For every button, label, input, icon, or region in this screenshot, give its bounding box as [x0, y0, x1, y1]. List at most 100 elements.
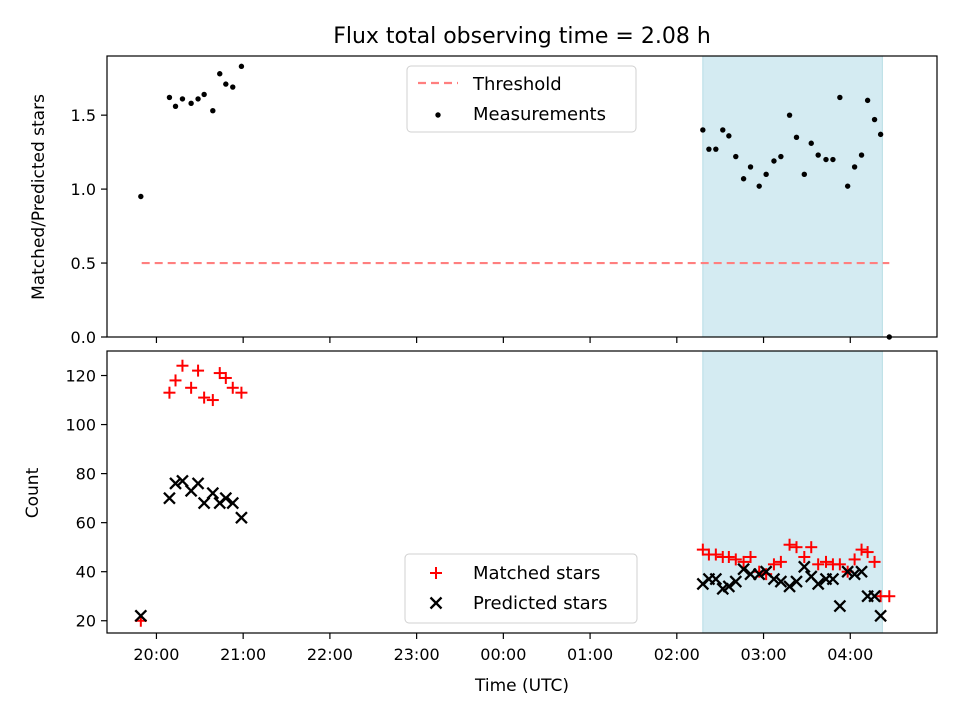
x-tick-label: 20:00: [133, 645, 179, 664]
count-x-axis-ticks: 20:00 21:00 22:00 23:00 00:00 01:00 02:00 03:00…: [133, 633, 873, 664]
ratio-legend: Threshold Measurements: [406, 65, 637, 133]
y-tick-label: 0.5: [71, 254, 96, 273]
y-tick-label: 60: [76, 514, 96, 533]
predicted-star-marker-b: [737, 562, 750, 576]
ratio-x-axis-ticks: [155, 337, 851, 343]
matched-star-marker: [744, 550, 757, 563]
chart-title: Flux total observing time = 2.08 h: [333, 24, 711, 49]
predicted-star-marker-b: [774, 575, 788, 588]
predicted-star-marker: [841, 565, 854, 579]
predicted-star-marker: [797, 560, 811, 574]
measurement-point: [706, 146, 712, 152]
predicted-star-marker: [833, 599, 847, 613]
predicted-star-marker-b: [752, 567, 766, 581]
measurement-point: [217, 71, 223, 77]
predicted-star-marker-b: [767, 572, 781, 586]
measurement-point: [733, 153, 739, 160]
measurement-point: [763, 171, 769, 178]
legend-measurements-swatch: [435, 112, 441, 118]
matched-stars-points: [134, 359, 896, 627]
legend-predicted-marker: [429, 596, 443, 610]
measurement-point: [771, 158, 777, 164]
measurement-point: [756, 183, 762, 189]
measurement-point: [747, 164, 754, 170]
measurement-point: [238, 63, 245, 70]
predicted-star-marker: [235, 511, 248, 525]
predicted-star-marker-b: [226, 496, 240, 510]
predicted-star-marker-b: [729, 575, 743, 588]
ratio-shaded-span: [702, 55, 883, 338]
matched-star-marker: [198, 391, 211, 404]
predicted-star-marker: [774, 575, 788, 588]
measurement-point: [871, 116, 878, 123]
measurement-point: [786, 112, 793, 118]
matched-star-marker: [696, 543, 709, 556]
matched-star-marker: [176, 359, 189, 372]
predicted-star-marker: [826, 572, 840, 586]
predicted-star-marker-b: [790, 575, 803, 588]
measurement-point: [740, 176, 747, 182]
predicted-star-marker: [226, 496, 240, 510]
measurement-point: [877, 131, 884, 138]
y-tick-label: 1.0: [71, 180, 96, 199]
measurement-point: [864, 97, 871, 104]
predicted-star-marker: [737, 562, 750, 576]
predicted-star-marker-b: [868, 589, 881, 603]
measurement-point: [713, 146, 719, 152]
y-tick-label: 1.5: [71, 106, 96, 125]
predicted-star-marker-b: [797, 560, 811, 574]
measurement-point: [195, 96, 201, 102]
y-tick-label: 120: [65, 367, 96, 386]
predicted-star-marker-b: [709, 572, 723, 586]
measurement-point: [830, 156, 836, 163]
predicted-star-marker: [134, 609, 148, 623]
measurement-point: [726, 133, 732, 139]
matched-star-marker: [855, 543, 868, 556]
matched-star-marker: [722, 550, 735, 563]
measurement-point: [815, 152, 821, 158]
y-tick-label: 20: [76, 612, 96, 631]
predicted-star-marker-b: [783, 580, 796, 593]
matched-star-marker: [812, 558, 825, 571]
x-tick-label: 03:00: [740, 645, 786, 664]
x-tick-label: 21:00: [220, 645, 266, 664]
legend-predicted-marker-b: [429, 596, 443, 610]
matched-star-marker: [219, 371, 232, 384]
matched-star-marker: [169, 374, 182, 387]
predicted-star-marker: [163, 491, 176, 505]
measurement-point: [230, 84, 236, 90]
predicted-star-marker: [729, 575, 743, 588]
matched-star-marker: [805, 541, 818, 554]
ratio-y-axis-ticks: 0.0 0.5 1.0 1.5: [71, 106, 107, 347]
predicted-star-marker: [855, 565, 868, 579]
count-y-axis-ticks: 20 40 60 80 100 120: [65, 367, 107, 631]
predicted-star-marker-b: [833, 599, 847, 613]
measurement-point: [179, 96, 186, 102]
matched-star-marker: [235, 386, 248, 399]
predicted-star-marker: [722, 580, 736, 593]
measurement-point: [837, 94, 843, 101]
predicted-star-marker-b: [197, 496, 211, 510]
legend-measurements-label: Measurements: [473, 104, 606, 125]
predicted-star-marker-b: [163, 491, 176, 505]
predicted-star-marker-b: [722, 580, 736, 593]
predicted-star-marker-b: [219, 491, 233, 505]
legend-matched-swatch: [430, 567, 442, 579]
matched-star-marker: [783, 538, 796, 551]
predicted-star-marker: [868, 589, 881, 603]
predicted-star-marker-b: [235, 511, 248, 525]
measurement-point: [138, 193, 144, 200]
predicted-star-marker-b: [169, 477, 182, 490]
predicted-star-marker: [206, 486, 220, 500]
matched-star-marker: [729, 553, 742, 566]
measurement-point: [172, 103, 179, 109]
matched-star-marker: [861, 546, 874, 559]
predicted-star-marker: [709, 572, 723, 586]
x-tick-label: 01:00: [567, 645, 613, 664]
predicted-star-marker-b: [848, 567, 861, 581]
matched-star-marker: [163, 386, 176, 399]
measurement-point: [166, 94, 173, 101]
measurement-point: [844, 183, 851, 189]
x-axis-label: Time (UTC): [474, 676, 569, 696]
predicted-star-marker: [219, 491, 233, 505]
